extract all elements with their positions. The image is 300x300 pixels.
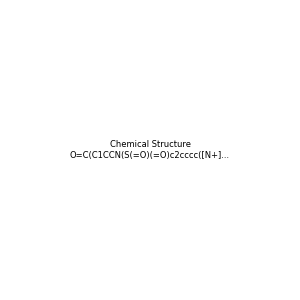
Text: Chemical Structure
O=C(C1CCN(S(=O)(=O)c2cccc([N+]...: Chemical Structure O=C(C1CCN(S(=O)(=O)c2… [70, 140, 230, 160]
